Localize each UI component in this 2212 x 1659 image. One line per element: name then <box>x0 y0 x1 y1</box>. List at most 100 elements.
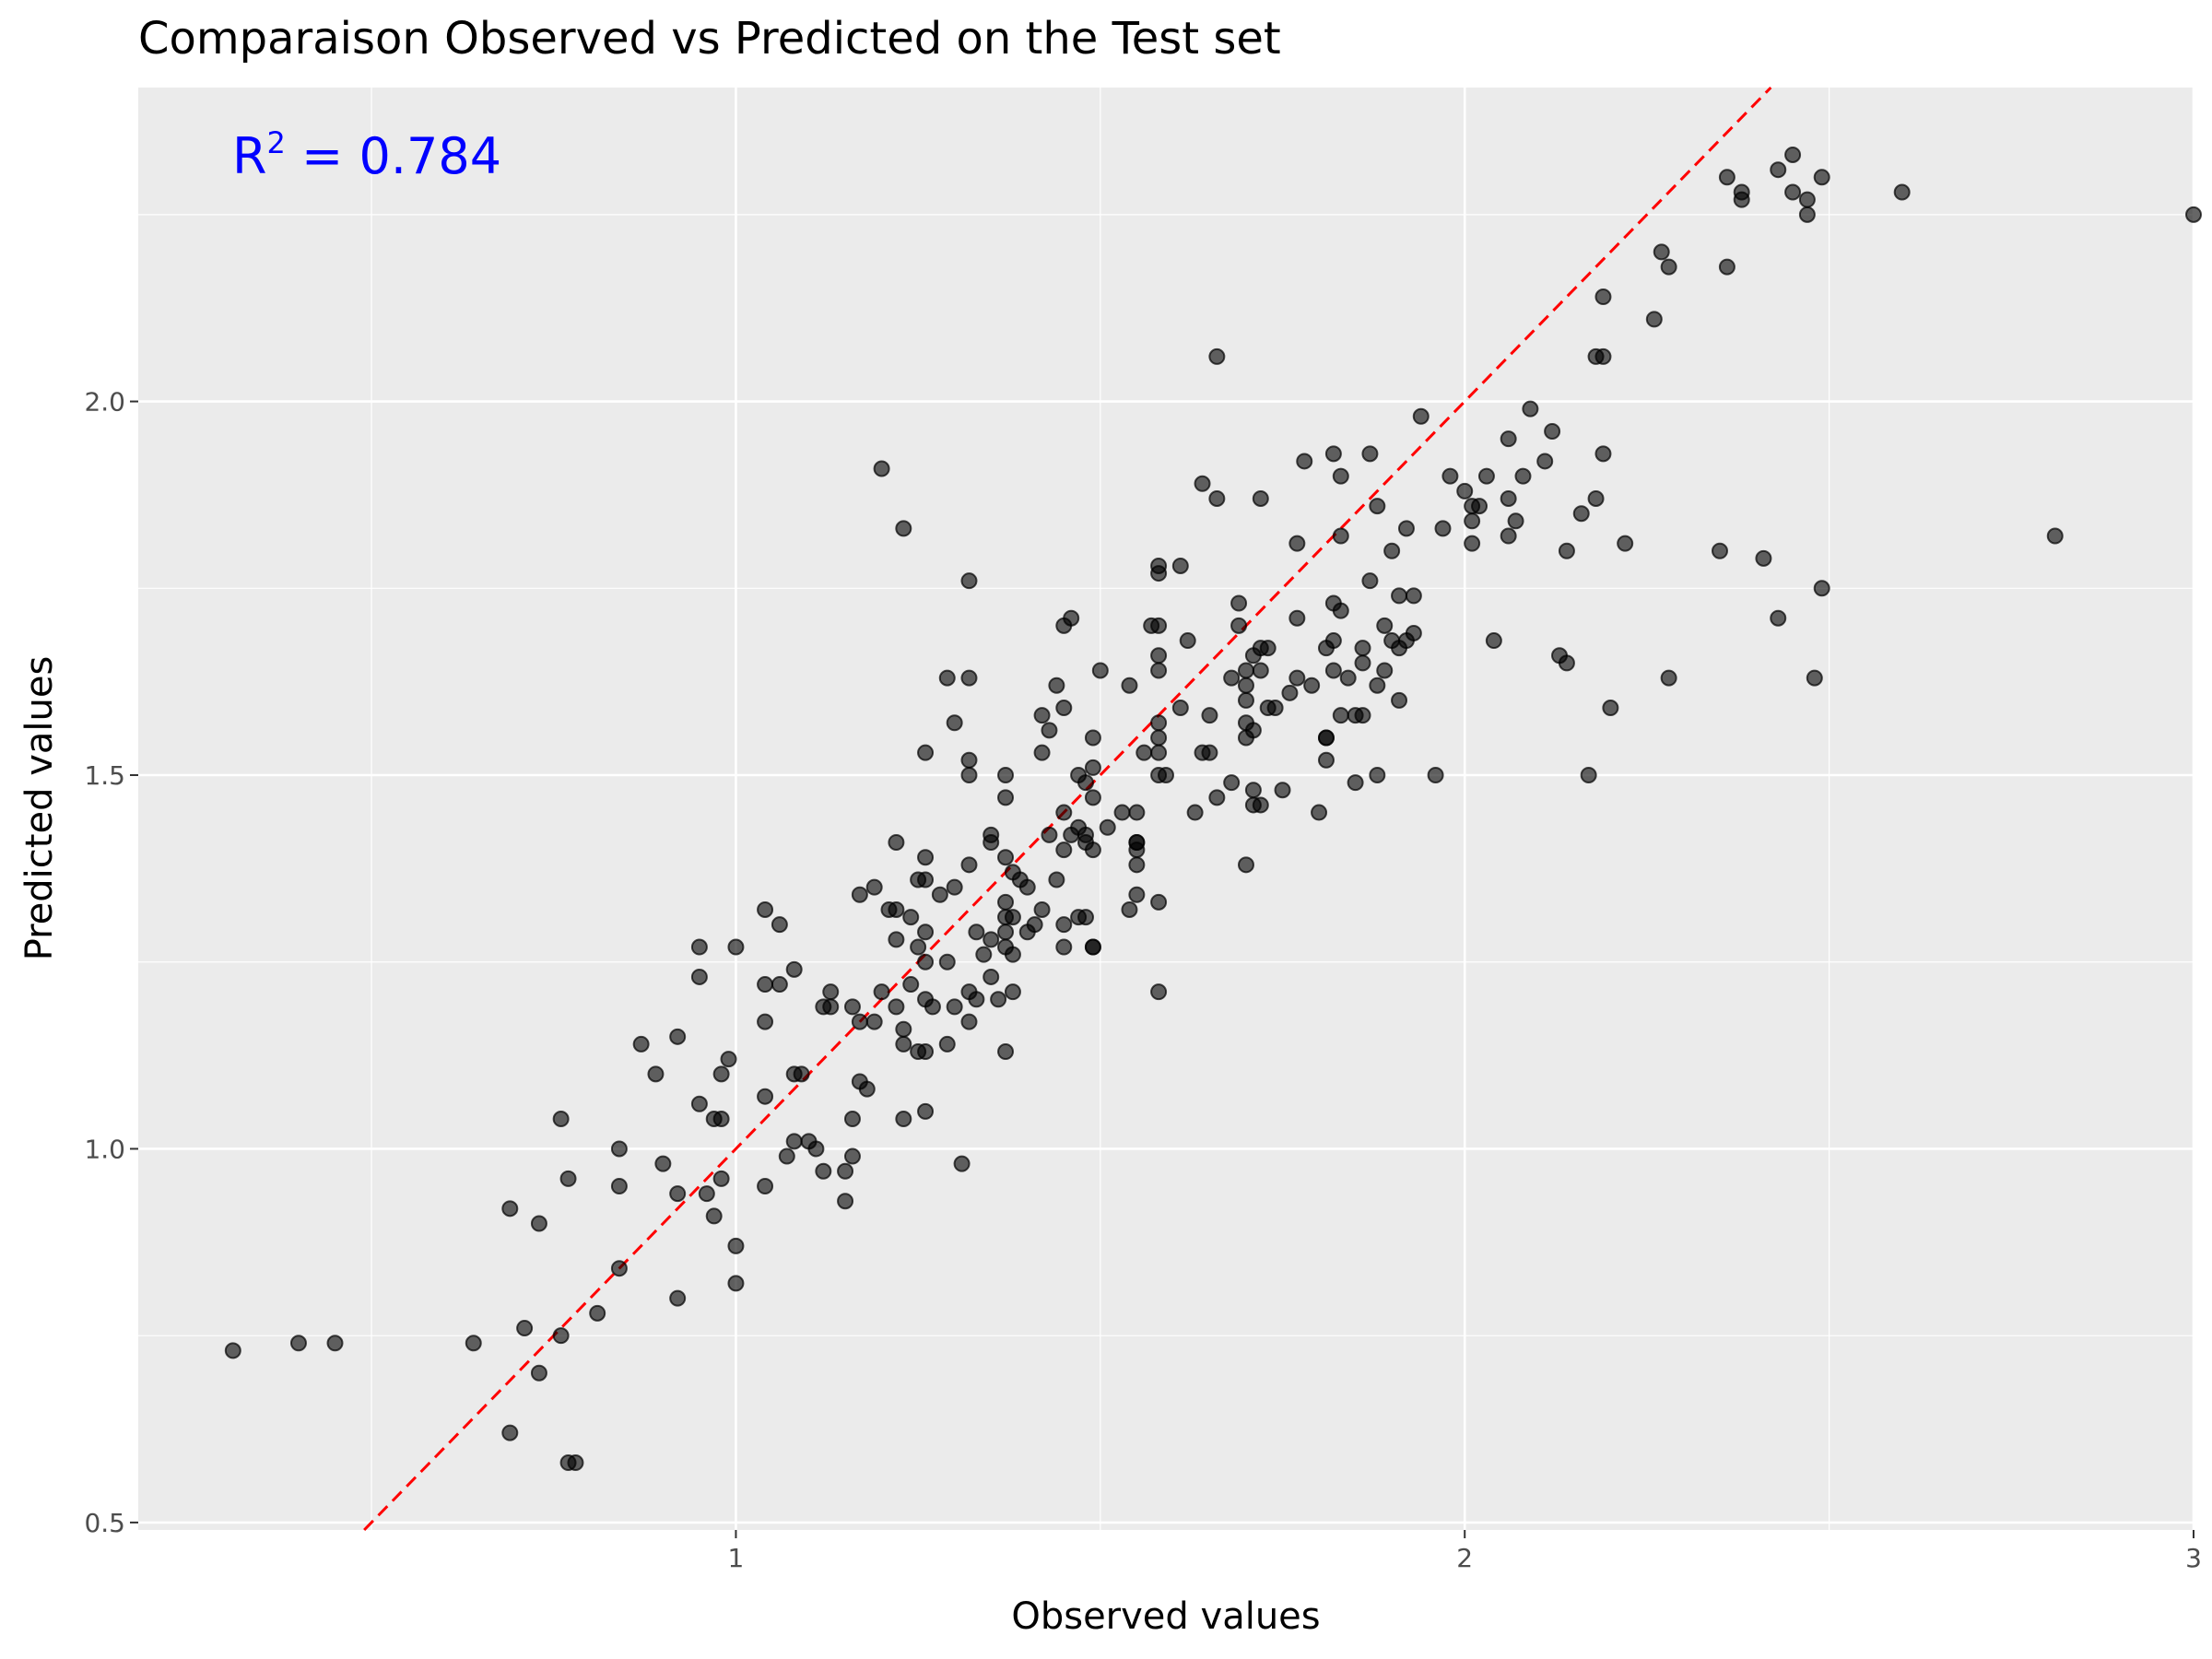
data-point <box>843 1111 861 1128</box>
data-point <box>1252 662 1269 679</box>
data-point <box>1223 669 1241 687</box>
data-point <box>1441 467 1459 485</box>
data-point <box>1813 169 1830 186</box>
data-point <box>1391 691 1408 709</box>
data-point <box>858 1080 876 1098</box>
data-point <box>1171 557 1189 574</box>
data-point <box>1500 489 1517 507</box>
data-point <box>289 1335 307 1352</box>
data-point <box>1091 662 1109 679</box>
data-point <box>1266 700 1284 717</box>
x-tick-label: 1 <box>728 1543 745 1573</box>
data-point <box>895 1035 912 1053</box>
data-point <box>1806 669 1823 687</box>
data-point <box>1237 677 1254 694</box>
data-point <box>1718 258 1735 276</box>
data-point <box>224 1342 241 1359</box>
data-point <box>1237 662 1254 679</box>
data-point <box>727 1237 745 1254</box>
data-point <box>654 1155 672 1172</box>
data-point <box>873 983 890 1001</box>
data-point <box>1274 782 1291 799</box>
data-point <box>895 520 912 537</box>
data-point <box>917 871 935 888</box>
data-point <box>1208 347 1226 365</box>
data-point <box>1434 520 1452 537</box>
data-point <box>1063 609 1080 627</box>
data-point <box>917 849 935 866</box>
data-point <box>938 1035 956 1053</box>
data-point <box>1324 445 1342 463</box>
data-point <box>705 1207 723 1225</box>
data-point <box>1055 700 1073 717</box>
data-points <box>224 146 2202 1472</box>
data-point <box>552 1327 570 1345</box>
data-point <box>1514 467 1532 485</box>
data-point <box>1018 878 1036 896</box>
data-point <box>1288 669 1306 687</box>
data-point <box>1798 191 1816 208</box>
data-point <box>1041 826 1058 843</box>
y-axis-title: Predicted values <box>18 656 61 961</box>
data-point <box>1558 542 1575 559</box>
data-point <box>1048 871 1065 888</box>
x-tick-label: 3 <box>2185 1543 2202 1573</box>
data-point <box>1048 677 1065 694</box>
data-point <box>1150 647 1168 665</box>
data-point <box>785 1133 803 1150</box>
data-point <box>997 789 1015 806</box>
data-point <box>501 1424 519 1441</box>
data-point <box>1544 423 1561 441</box>
data-point <box>727 938 745 956</box>
data-point <box>1201 707 1218 724</box>
data-point <box>669 1028 687 1045</box>
data-point <box>785 960 803 978</box>
data-point <box>1660 669 1677 687</box>
data-point <box>712 1170 730 1187</box>
data-point <box>552 1111 570 1128</box>
data-point <box>1718 169 1735 186</box>
data-point <box>917 953 935 971</box>
data-point <box>1113 804 1131 821</box>
data-point <box>1485 632 1502 650</box>
data-point <box>1150 893 1168 911</box>
data-point <box>822 998 840 1016</box>
data-point <box>1237 856 1254 874</box>
data-point <box>2046 527 2064 545</box>
data-point <box>1121 900 1138 918</box>
data-point <box>1332 707 1349 724</box>
data-point <box>1150 662 1168 679</box>
data-point <box>982 968 1000 985</box>
data-point <box>516 1320 534 1337</box>
data-point <box>1354 640 1371 657</box>
data-point <box>1084 759 1101 776</box>
data-point <box>990 991 1007 1008</box>
data-point <box>807 1140 825 1158</box>
data-point <box>1084 841 1101 859</box>
data-point <box>1500 527 1517 545</box>
data-point <box>1572 505 1590 523</box>
data-point <box>1324 662 1342 679</box>
data-point <box>895 1020 912 1038</box>
data-point <box>1354 707 1371 724</box>
y-axis-tick-labels: 0.5 1.0 1.5 2.0 <box>84 387 125 1538</box>
data-point <box>1150 729 1168 747</box>
data-point <box>1055 916 1073 934</box>
data-point <box>1784 183 1802 201</box>
data-point <box>1004 909 1021 926</box>
data-point <box>946 878 963 896</box>
data-point <box>559 1170 577 1187</box>
data-point <box>1230 594 1248 612</box>
data-point <box>1004 983 1021 1001</box>
data-point <box>757 1013 774 1030</box>
data-point <box>917 744 935 761</box>
data-point <box>690 968 708 985</box>
data-point <box>1288 535 1306 552</box>
data-point <box>1536 453 1554 470</box>
chart-title: Comparaison Observed vs Predicted on the… <box>138 13 1281 65</box>
data-point <box>902 976 920 994</box>
data-point <box>1617 535 1634 552</box>
data-point <box>465 1335 482 1352</box>
y-tick-label: 1.5 <box>84 760 125 791</box>
data-point <box>975 946 993 963</box>
